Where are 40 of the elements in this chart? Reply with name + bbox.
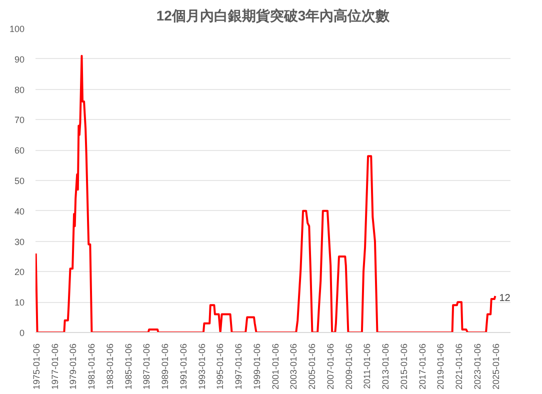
y-tick-label: 20 — [14, 267, 25, 278]
annotation: 12 — [499, 293, 511, 304]
x-tick-label: 2001-01-06 — [270, 343, 280, 390]
y-tick-label: 0 — [19, 328, 25, 338]
x-tick-label: 1977-01-06 — [50, 343, 60, 390]
x-tick-label: 2013-01-06 — [380, 343, 391, 390]
y-tick-label: 40 — [14, 206, 25, 216]
x-tick-label: 1985-01-06 — [123, 343, 134, 390]
x-tick-label: 1997-01-06 — [234, 343, 244, 390]
x-tick-label: 1975-01-06 — [31, 343, 42, 390]
y-tick-label: 80 — [14, 84, 25, 95]
x-tick-label: 2017-01-06 — [417, 343, 428, 390]
y-tick-label: 90 — [14, 54, 25, 64]
x-tick-label: 2011-01-06 — [362, 343, 372, 389]
x-tick-label: 2015-01-06 — [398, 343, 409, 390]
y-tick-label: 10 — [14, 298, 25, 308]
x-tick-label: 1995-01-06 — [215, 343, 226, 390]
x-tick-label: 1987-01-06 — [142, 343, 152, 390]
x-tick-label: 1981-01-06 — [86, 343, 97, 390]
x-tick-label: 1989-01-06 — [160, 343, 170, 390]
x-tick-label: 1993-01-06 — [196, 343, 207, 390]
x-tick-label: 2007-01-06 — [325, 343, 336, 390]
x-tick-label: 2005-01-06 — [307, 343, 318, 390]
x-tick-label: 2003-01-06 — [288, 343, 299, 390]
y-tick-label: 50 — [14, 176, 25, 186]
x-tick-label: 1979-01-06 — [68, 343, 78, 390]
x-tick-label: 2019-01-06 — [436, 343, 446, 390]
y-tick-label: 70 — [14, 115, 25, 126]
chart-title: 12個月內白銀期貨突破3年內高位次數 — [156, 8, 391, 24]
y-tick-label: 30 — [14, 236, 25, 247]
y-tick-label: 100 — [9, 24, 25, 34]
x-tick-label: 2009-01-06 — [344, 343, 354, 390]
x-tick-label: 1991-01-06 — [178, 343, 188, 390]
x-tick-label: 2021-01-06 — [454, 343, 464, 390]
line-series — [36, 54, 496, 332]
x-tick-label: 2025-01-06 — [490, 343, 501, 390]
x-tick-label: 1999-01-06 — [252, 343, 262, 390]
y-tick-label: 60 — [14, 146, 25, 156]
x-tick-label: 2023-01-06 — [472, 343, 482, 390]
x-tick-label: 1983-01-06 — [104, 343, 115, 390]
